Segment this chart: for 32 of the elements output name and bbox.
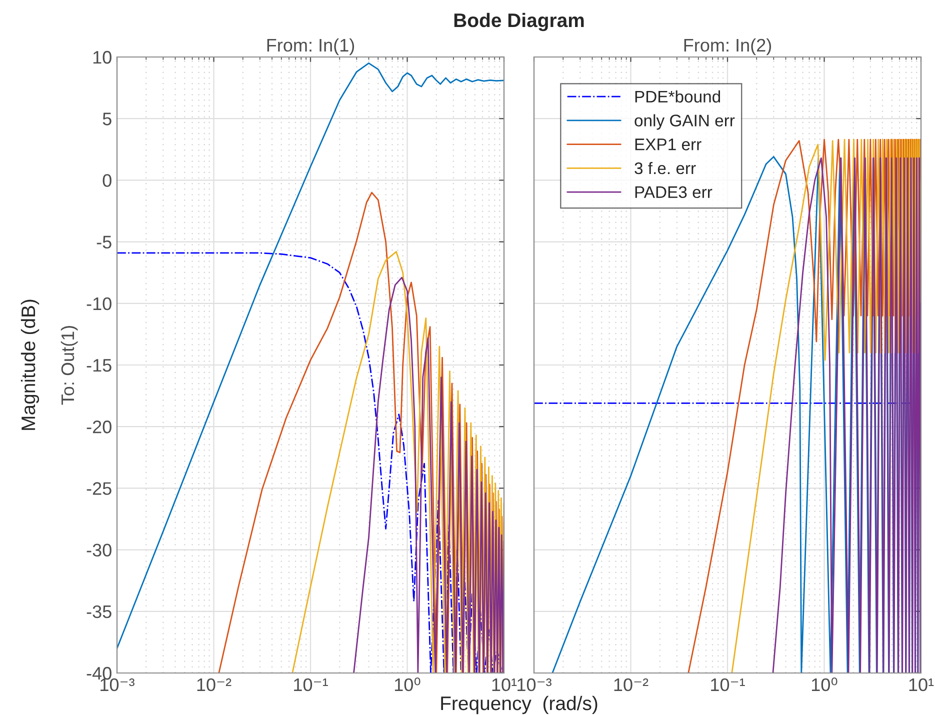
y-tick-label: 10 bbox=[93, 50, 112, 64]
y-axis-title: To: Out(1) bbox=[60, 326, 78, 405]
legend-label: PDE*bound bbox=[635, 90, 720, 103]
text: Magnitude (dB) bbox=[20, 300, 40, 430]
y-tick-label: -15 bbox=[86, 359, 112, 372]
x-tick-label: 10¹ bbox=[909, 678, 934, 692]
x-tick-label: 10⁻¹ bbox=[711, 678, 745, 692]
y-tick-label: -30 bbox=[86, 544, 112, 557]
x-tick-label: 10⁻² bbox=[197, 678, 232, 692]
chart-title: From: In(1) bbox=[267, 38, 354, 56]
y-tick-label: -25 bbox=[86, 482, 112, 495]
x-tick-label: 10⁻² bbox=[614, 678, 648, 692]
x-tick-label: 10¹ bbox=[492, 678, 517, 692]
legend-label: EXP1 err bbox=[635, 138, 702, 150]
y-tick-label: -20 bbox=[86, 420, 112, 434]
y-tick-label: -35 bbox=[86, 605, 112, 618]
legend-label: 3 f.e. err bbox=[634, 162, 696, 174]
y-tick-label: -5 bbox=[96, 236, 112, 249]
x-tick-label: 10⁰ bbox=[394, 678, 420, 692]
y-tick-label: -40 bbox=[86, 666, 112, 680]
x-tick-label: 10⁰ bbox=[812, 678, 838, 692]
y-tick-label: -10 bbox=[86, 297, 112, 310]
x-tick-label: 10⁻¹ bbox=[294, 678, 328, 692]
text: Frequency (rad/s) bbox=[441, 696, 598, 714]
legend-label: PADE3 err bbox=[635, 186, 712, 198]
legend-label: only GAIN err bbox=[634, 114, 735, 130]
x-tick-label: 10⁻³ bbox=[100, 678, 134, 692]
text: Bode Diagram bbox=[454, 12, 584, 32]
y-tick-label: 0 bbox=[102, 174, 112, 187]
chart-title: From: In(2) bbox=[684, 38, 772, 56]
y-tick-label: 5 bbox=[102, 112, 112, 126]
x-tick-label: 10⁻³ bbox=[518, 678, 552, 692]
